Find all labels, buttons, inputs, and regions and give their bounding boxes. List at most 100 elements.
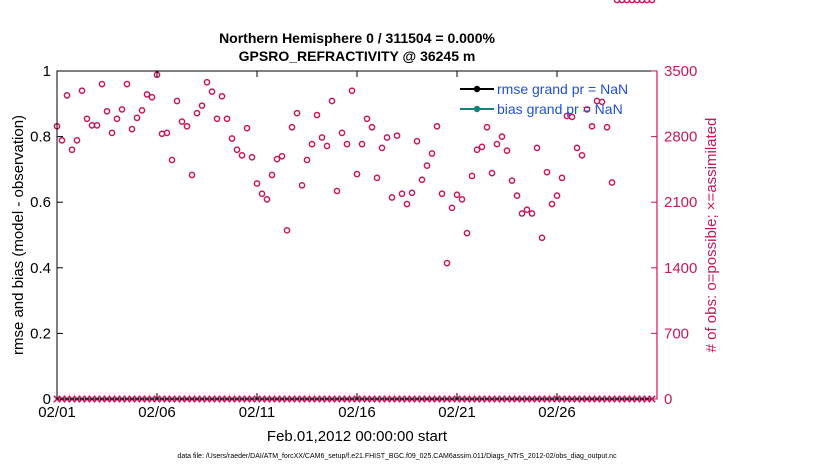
possible-obs-point <box>323 142 331 150</box>
possible-obs-point <box>568 113 576 121</box>
possible-obs-point <box>588 122 596 130</box>
possible-obs-point <box>238 151 246 159</box>
possible-obs-point <box>448 204 456 212</box>
possible-obs-point <box>488 169 496 177</box>
possible-obs-point <box>108 129 116 137</box>
possible-obs-point <box>83 115 91 123</box>
possible-obs-point <box>643 0 651 4</box>
possible-obs-point <box>578 151 586 159</box>
possible-obs-point <box>98 80 106 88</box>
possible-obs-point <box>438 190 446 198</box>
possible-obs-point <box>373 174 381 182</box>
possible-obs-point <box>173 97 181 105</box>
possible-obs-point <box>368 123 376 131</box>
possible-obs-point <box>333 187 341 195</box>
possible-obs-point <box>638 0 646 4</box>
possible-obs-point <box>223 115 231 123</box>
possible-obs-point <box>393 132 401 140</box>
possible-obs-point <box>213 115 221 123</box>
possible-obs-point <box>58 136 66 144</box>
possible-obs-point <box>423 162 431 170</box>
possible-obs-point <box>188 171 196 179</box>
possible-obs-point <box>583 106 591 113</box>
possible-obs-point <box>203 78 211 86</box>
possible-obs-point <box>78 87 86 95</box>
legend: rmse grand pr = NaN bias grand pr = NaN <box>460 81 628 117</box>
possible-obs-point <box>148 93 156 101</box>
possible-obs-point <box>443 259 451 267</box>
y-left-axis: 0 0.2 0.4 0.6 0.8 1 <box>30 63 63 408</box>
possible-obs-point <box>648 0 656 4</box>
possible-obs-point <box>508 177 516 184</box>
possible-obs-point <box>428 150 436 157</box>
possible-obs-point <box>523 206 531 214</box>
possible-obs-point <box>478 143 486 151</box>
data-file-footer: data file: /Users/raeder/DAI/ATM_forcXX/… <box>177 453 617 460</box>
possible-obs-point <box>178 118 186 125</box>
y-right-tick-label: 3500 <box>664 63 697 80</box>
possible-obs-point <box>458 196 466 203</box>
possible-obs-point <box>283 226 291 234</box>
legend-bias-marker <box>473 105 481 113</box>
plot-frame <box>56 70 658 400</box>
possible-obs-point <box>218 92 226 100</box>
possible-obs-point <box>198 102 206 110</box>
possible-obs-point <box>363 115 371 123</box>
x-axis: 02/01 02/06 02/11 02/16 02/21 02/26 <box>38 71 576 421</box>
x-tick-label: 02/06 <box>138 404 176 421</box>
possible-obs-point <box>433 122 441 130</box>
possible-obs-point <box>553 192 561 199</box>
possible-obs-point <box>268 171 276 179</box>
y-right-tick-label: 700 <box>664 325 689 342</box>
possible-obs-point <box>528 210 536 217</box>
possible-obs-point <box>288 123 296 131</box>
x-tick-label: 02/16 <box>338 404 376 421</box>
possible-obs-point <box>133 114 141 122</box>
possible-obs-point <box>103 107 111 115</box>
possible-obs-point <box>543 168 551 176</box>
possible-obs-point <box>113 115 121 123</box>
possible-obs-point <box>118 106 126 113</box>
possible-obs-point <box>303 156 311 164</box>
possible-obs-point <box>168 156 176 164</box>
possible-obs-point <box>243 124 251 132</box>
possible-obs-point <box>273 155 281 163</box>
possible-obs-point <box>183 122 191 130</box>
y-left-axis-label: rmse and bias (model - observation) <box>10 115 27 355</box>
chart-title-line2: GPSRO_REFRACTIVITY @ 36245 m <box>239 48 476 64</box>
y-right-tick-label: 1400 <box>664 260 697 277</box>
possible-obs-point <box>623 0 631 4</box>
x-tick-label: 02/26 <box>538 404 576 421</box>
possible-obs-point <box>608 179 616 186</box>
possible-obs-point <box>518 210 526 217</box>
possible-obs-point <box>343 140 351 148</box>
possible-obs-point <box>328 97 336 105</box>
possible-obs-point <box>548 200 556 208</box>
y-left-tick-label: 0 <box>43 391 51 408</box>
possible-obs-point <box>68 146 76 154</box>
possible-obs-point <box>313 111 321 119</box>
y-right-tick-label: 0 <box>664 391 672 408</box>
possible-obs-point <box>263 196 271 203</box>
possible-obs-point <box>463 229 471 237</box>
possible-obs-point <box>348 87 356 95</box>
possible-obs-point <box>358 140 366 148</box>
y-right-tick-label: 2100 <box>664 194 697 211</box>
possible-obs-point <box>378 144 386 152</box>
possible-obs-point <box>383 134 391 141</box>
possible-obs-point <box>73 136 81 144</box>
possible-obs-point <box>253 180 261 187</box>
possible-obs-point <box>63 92 71 99</box>
possible-obs-point <box>408 189 416 197</box>
y-right-axis: 0 700 1400 2100 2800 3500 <box>651 63 697 408</box>
possible-obs-point <box>533 144 541 152</box>
y-left-tick-label: 0.4 <box>30 260 51 277</box>
y-left-tick-label: 0.6 <box>30 194 51 211</box>
possible-obs-point <box>398 190 406 198</box>
possible-obs-point <box>418 176 426 184</box>
possible-obs-point <box>228 135 236 142</box>
possible-obs-point <box>93 122 101 129</box>
possible-obs-point <box>603 123 611 131</box>
possible-obs-point <box>413 137 421 145</box>
possible-obs-point <box>248 153 256 161</box>
